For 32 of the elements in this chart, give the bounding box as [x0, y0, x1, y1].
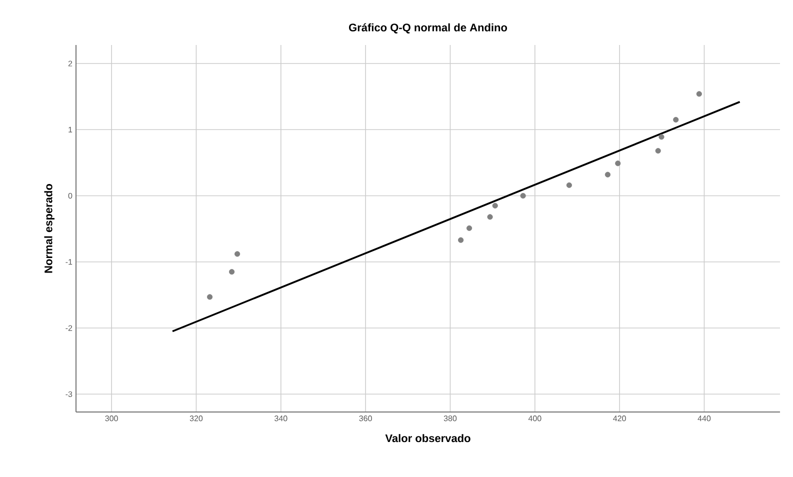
point — [487, 214, 493, 220]
point — [673, 116, 679, 123]
point — [228, 269, 235, 275]
y-tick-label: -1 — [66, 259, 72, 265]
x-tick-label: 300 — [105, 416, 118, 422]
point — [206, 294, 213, 300]
point — [615, 160, 621, 166]
y-tick-label: 0 — [68, 192, 72, 199]
x-tick-label: 380 — [444, 416, 457, 422]
y-tick-label: 1 — [68, 126, 72, 132]
x-tick-label: 320 — [190, 416, 203, 422]
point — [466, 225, 472, 231]
point — [458, 237, 464, 243]
x-tick-label: 400 — [528, 416, 542, 422]
point — [604, 172, 611, 178]
y-tick-label: -3 — [66, 391, 72, 397]
x-tick-label: 420 — [613, 416, 626, 422]
point — [520, 192, 526, 199]
y-tick-label: 2 — [68, 60, 72, 66]
x-axis-title: Valor observado — [385, 434, 470, 442]
point — [696, 91, 702, 97]
y-tick-label: -2 — [66, 325, 72, 331]
point — [492, 202, 498, 208]
y-axis-title: Normal esperado — [44, 184, 54, 273]
point — [566, 182, 572, 188]
x-tick-label: 360 — [359, 416, 372, 422]
point — [234, 251, 240, 257]
x-tick-label: 440 — [698, 416, 711, 422]
point — [658, 134, 664, 140]
point — [655, 148, 661, 154]
chart-title: Gráfico Q-Q normal de Andino — [349, 23, 508, 34]
x-tick-label: 340 — [274, 416, 288, 422]
